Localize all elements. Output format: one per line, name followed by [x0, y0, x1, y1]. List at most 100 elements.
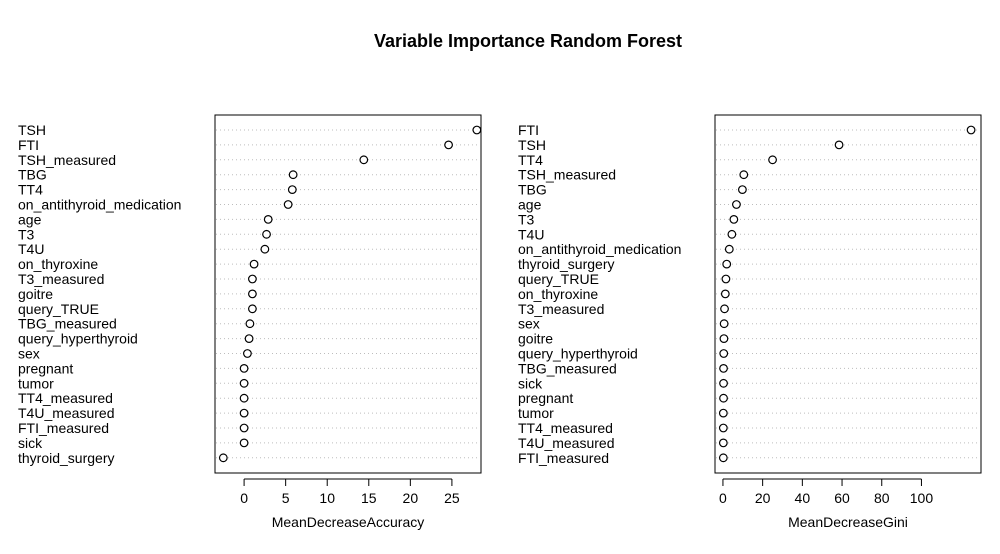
- accuracy-category-label: TSH_measured: [18, 152, 116, 168]
- accuracy-data-point: [248, 274, 257, 284]
- gini-data-point: [719, 349, 729, 358]
- accuracy-data-point: [239, 423, 249, 433]
- accuracy-data-point: [287, 185, 297, 195]
- accuracy-data-point: [260, 244, 270, 254]
- accuracy-category-label: pregnant: [18, 360, 73, 376]
- gini-data-point: [718, 453, 728, 463]
- gini-data-point: [834, 140, 844, 150]
- chart-title: Variable Importance Random Forest: [374, 31, 682, 51]
- accuracy-data-point: [248, 289, 257, 299]
- gini-data-point: [737, 185, 747, 195]
- gini-category-label: T4U: [518, 226, 544, 242]
- gini-category-label: thyroid_surgery: [518, 256, 615, 272]
- accuracy-data-point: [262, 229, 271, 239]
- accuracy-data-point: [218, 453, 228, 463]
- gini-data-point: [720, 289, 730, 299]
- gini-data-point: [720, 304, 729, 314]
- accuracy-category-label: thyroid_surgery: [18, 450, 115, 466]
- gini-category-label: query_hyperthyroid: [518, 346, 638, 362]
- gini-category-label: on_antithyroid_medication: [518, 241, 681, 257]
- gini-category-label: TT4: [518, 152, 543, 168]
- gini-category-label: query_TRUE: [518, 271, 599, 287]
- gini-category-label: TT4_measured: [518, 420, 613, 436]
- gini-data-point: [721, 274, 731, 284]
- accuracy-category-label: query_TRUE: [18, 301, 99, 317]
- accuracy-x-tick-label: 10: [319, 490, 335, 506]
- gini-data-point: [722, 259, 732, 269]
- accuracy-category-label: TSH: [18, 122, 46, 138]
- gini-category-label: T3: [518, 211, 535, 227]
- gini-data-point: [729, 214, 739, 224]
- accuracy-x-tick-label: 15: [361, 490, 377, 506]
- accuracy-category-label: query_hyperthyroid: [18, 331, 138, 347]
- accuracy-category-label: tumor: [18, 375, 54, 391]
- gini-category-label: pregnant: [518, 390, 573, 406]
- accuracy-category-label: goitre: [18, 286, 53, 302]
- gini-data-point: [732, 200, 741, 209]
- accuracy-data-point: [239, 364, 249, 373]
- gini-x-tick-label: 0: [719, 490, 727, 506]
- accuracy-category-label: TT4: [18, 182, 43, 198]
- accuracy-data-point: [239, 408, 249, 418]
- accuracy-data-point: [263, 214, 273, 224]
- gini-data-point: [719, 393, 728, 403]
- gini-x-tick-label: 80: [874, 490, 890, 506]
- accuracy-category-label: sick: [18, 435, 43, 451]
- gini-data-point: [739, 170, 749, 180]
- accuracy-category-label: TBG_measured: [18, 316, 117, 332]
- accuracy-data-point: [249, 259, 259, 269]
- gini-category-label: TSH_measured: [518, 167, 616, 183]
- accuracy-data-point: [359, 155, 369, 165]
- gini-data-point: [719, 378, 728, 388]
- accuracy-data-point: [244, 334, 254, 344]
- gini-category-label: T3_measured: [518, 301, 604, 317]
- gini-category-label: sex: [518, 316, 540, 332]
- gini-category-label: age: [518, 197, 542, 213]
- gini-category-label: goitre: [518, 331, 553, 347]
- accuracy-category-label: T4U: [18, 241, 44, 257]
- gini-x-tick-label: 40: [795, 490, 811, 506]
- accuracy-data-point: [283, 200, 293, 209]
- accuracy-data-point: [472, 125, 482, 135]
- accuracy-category-label: TT4_measured: [18, 390, 113, 406]
- accuracy-data-point: [248, 304, 257, 314]
- gini-category-label: FTI_measured: [518, 450, 609, 466]
- gini-data-point: [718, 423, 728, 433]
- accuracy-category-label: FTI: [18, 137, 39, 153]
- gini-x-tick-label: 60: [834, 490, 850, 506]
- accuracy-plot-frame: [214, 114, 482, 474]
- accuracy-category-label: on_antithyroid_medication: [18, 197, 181, 213]
- gini-x-tick-label: 20: [755, 490, 771, 506]
- gini-category-label: tumor: [518, 405, 554, 421]
- accuracy-x-axis-title: MeanDecreaseAccuracy: [272, 514, 425, 530]
- accuracy-data-point: [243, 349, 252, 358]
- gini-x-axis-title: MeanDecreaseGini: [788, 514, 908, 530]
- accuracy-x-tick-label: 5: [282, 490, 290, 506]
- gini-data-point: [719, 364, 728, 373]
- accuracy-x-tick-label: 20: [403, 490, 419, 506]
- gini-category-label: TBG: [518, 182, 547, 198]
- accuracy-x-tick-label: 0: [240, 490, 248, 506]
- accuracy-data-point: [239, 393, 249, 403]
- gini-data-point: [719, 334, 729, 344]
- accuracy-data-point: [444, 140, 453, 150]
- accuracy-category-label: T3_measured: [18, 271, 104, 287]
- gini-category-label: sick: [518, 375, 543, 391]
- gini-data-point: [966, 125, 976, 135]
- accuracy-data-point: [288, 170, 298, 180]
- gini-category-label: on_thyroxine: [518, 286, 598, 302]
- gini-data-point: [719, 319, 729, 329]
- gini-data-point: [768, 155, 777, 165]
- gini-plot-frame: [714, 114, 982, 474]
- accuracy-data-point: [245, 319, 255, 329]
- accuracy-category-label: on_thyroxine: [18, 256, 98, 272]
- accuracy-data-point: [239, 378, 249, 388]
- accuracy-data-point: [239, 438, 249, 448]
- gini-x-tick-label: 100: [910, 490, 934, 506]
- gini-data-point: [718, 438, 728, 448]
- accuracy-category-label: T3: [18, 226, 35, 242]
- accuracy-category-label: age: [18, 211, 42, 227]
- gini-category-label: TSH: [518, 137, 546, 153]
